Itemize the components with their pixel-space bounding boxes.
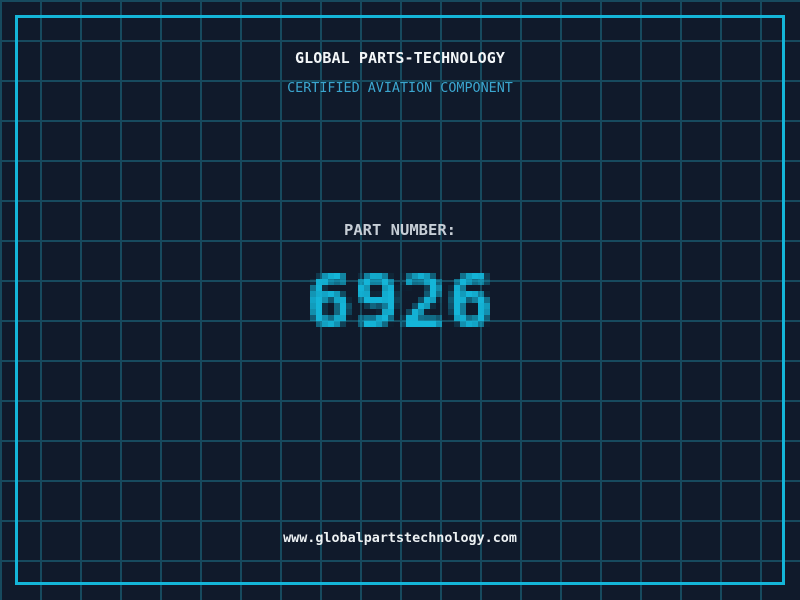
- tagline: CERTIFIED AVIATION COMPONENT: [287, 81, 513, 96]
- part-number-label: PART NUMBER:: [344, 221, 456, 239]
- website-url: www.globalpartstechnology.com: [283, 531, 517, 546]
- company-title: GLOBAL PARTS-TECHNOLOGY: [294, 49, 505, 67]
- part-number-section: 6926: [0, 255, 800, 343]
- part-number-display: 6926: [292, 255, 508, 339]
